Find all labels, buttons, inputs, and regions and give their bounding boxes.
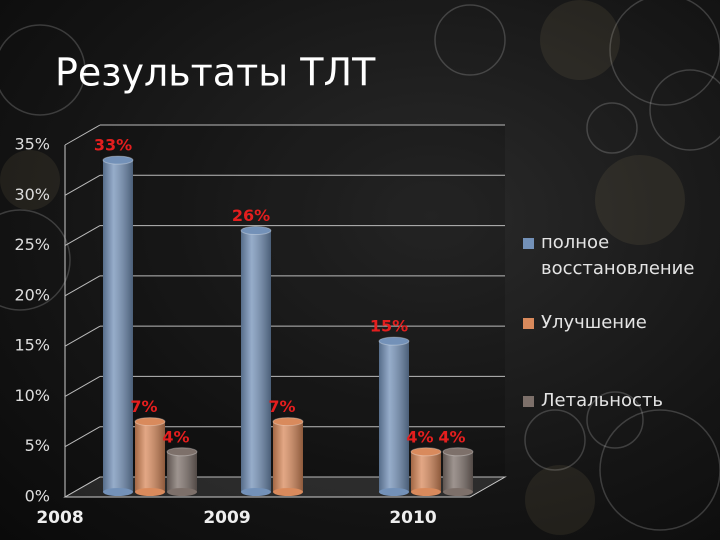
y-tick-label: 25% [14, 235, 50, 254]
bar-shade [103, 160, 133, 492]
legend-label: полное восстановление [541, 232, 695, 279]
legend-swatch [523, 318, 534, 329]
bar-top [240, 226, 272, 236]
grid-diagonal [64, 476, 101, 498]
legend-swatch [523, 238, 534, 249]
grid-diagonal [64, 375, 101, 397]
data-label: 33% [94, 136, 132, 155]
data-label: 7% [130, 397, 157, 416]
y-tick-label: 10% [14, 386, 50, 405]
legend-label: Улучшение [541, 312, 647, 333]
grid-diagonal [64, 225, 101, 247]
y-tick-label: 20% [14, 285, 50, 304]
bar-top [442, 447, 474, 457]
bar-shade [241, 230, 271, 492]
legend-entry: полное восстановление [520, 230, 715, 282]
legend-entry: Улучшение [520, 310, 715, 336]
bar-bottom [167, 488, 197, 496]
data-label: 4% [162, 427, 189, 446]
bar-bottom [443, 488, 473, 496]
bar-bottom [241, 488, 271, 496]
x-tick-label: 2009 [203, 508, 250, 528]
grid-diagonal [64, 426, 101, 448]
bar-top [134, 417, 166, 427]
data-label: 7% [268, 397, 295, 416]
bar-shade [443, 451, 473, 492]
bar-top [166, 447, 198, 457]
x-tick-label: 2010 [389, 508, 436, 528]
y-tick-label: 30% [14, 185, 50, 204]
grid-diagonal [64, 325, 101, 347]
grid-diagonal [64, 174, 101, 196]
grid-diagonal [64, 275, 101, 297]
y-tick-label: 5% [25, 436, 50, 455]
data-label: 4% [406, 427, 433, 446]
bar-shade [379, 341, 409, 492]
bar-bottom [379, 488, 409, 496]
bokeh-fill [0, 0, 685, 535]
bar-shade [167, 451, 197, 492]
bar-top [410, 447, 442, 457]
grid-diagonal [64, 124, 101, 146]
chart-title: Результаты ТЛТ [55, 51, 376, 95]
data-label: 4% [438, 427, 465, 446]
legend-label: Летальность [541, 390, 664, 411]
legend-swatch [523, 396, 534, 407]
bar-shade [273, 421, 303, 492]
x-tick-label: 2008 [36, 508, 83, 528]
bar-bottom [135, 488, 165, 496]
y-tick-label: 0% [25, 487, 50, 506]
bar-top [378, 336, 410, 346]
data-label: 15% [370, 317, 408, 336]
bar-top [272, 417, 304, 427]
y-tick-label: 35% [14, 135, 50, 154]
y-tick-label: 15% [14, 336, 50, 355]
bar-bottom [103, 488, 133, 496]
legend-entry: Летальность [520, 388, 715, 414]
bar-bottom [273, 488, 303, 496]
bar-shade [135, 421, 165, 492]
bar-top [102, 155, 134, 165]
data-label: 26% [232, 206, 270, 225]
bar-shade [411, 451, 441, 492]
bar-bottom [411, 488, 441, 496]
